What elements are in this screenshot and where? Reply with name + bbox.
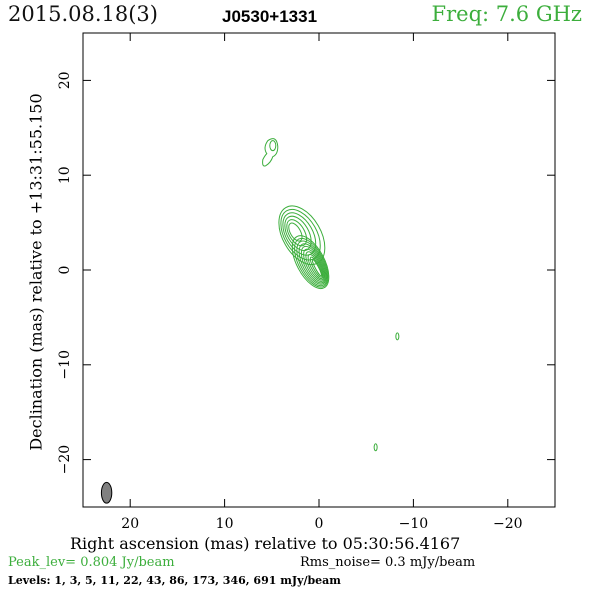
x-tick-label: −10 <box>399 516 429 532</box>
contour-jet <box>288 222 303 242</box>
contour-spot2 <box>373 443 378 452</box>
y-tick-label: −10 <box>57 350 73 380</box>
contour-layer <box>262 138 400 452</box>
y-tick-label: 20 <box>57 71 73 89</box>
contour-knot <box>269 140 277 152</box>
contour-spot1 <box>395 332 400 341</box>
y-tick-label: −20 <box>57 445 73 475</box>
contour-core <box>309 256 323 278</box>
x-axis-label: Right ascension (mas) relative to 05:30:… <box>70 534 461 553</box>
x-tick-label: 20 <box>121 516 139 532</box>
contour-jet <box>278 205 326 266</box>
x-tick-label: 10 <box>216 516 234 532</box>
contour-jet <box>282 212 317 256</box>
rms-noise: Rms_noise= 0.3 mJy/beam <box>300 555 476 570</box>
contour-core <box>303 248 326 282</box>
beam-layer <box>100 481 113 504</box>
contour-levels: Levels: 1, 3, 5, 11, 22, 43, 86, 173, 34… <box>8 574 341 587</box>
contour-core <box>305 251 325 281</box>
plot-frame <box>82 32 556 508</box>
contour-core <box>294 237 329 288</box>
source-name: J0530+1331 <box>222 7 318 26</box>
contour-knot <box>262 138 279 167</box>
contour-core <box>296 240 328 287</box>
frequency-label: Freq: 7.6 GHz <box>431 2 582 26</box>
axis-ticks: 20 10 0 −10 −20 20 10 0 −10 −20 <box>57 33 555 532</box>
x-tick-label: −20 <box>493 516 523 532</box>
beam-ellipse <box>100 481 113 504</box>
y-tick-label: 10 <box>57 166 73 184</box>
contour-core <box>291 235 330 290</box>
x-tick-label: 0 <box>315 516 324 532</box>
contour-jet <box>280 208 321 261</box>
peak-level: Peak_lev= 0.804 Jy/beam <box>8 555 175 570</box>
contour-jet <box>286 219 308 247</box>
y-axis-label: Declination (mas) relative to +13:31:55.… <box>26 93 46 451</box>
contour-jet <box>284 215 312 251</box>
y-tick-label: 0 <box>57 266 73 275</box>
observation-date: 2015.08.18(3) <box>8 2 158 26</box>
